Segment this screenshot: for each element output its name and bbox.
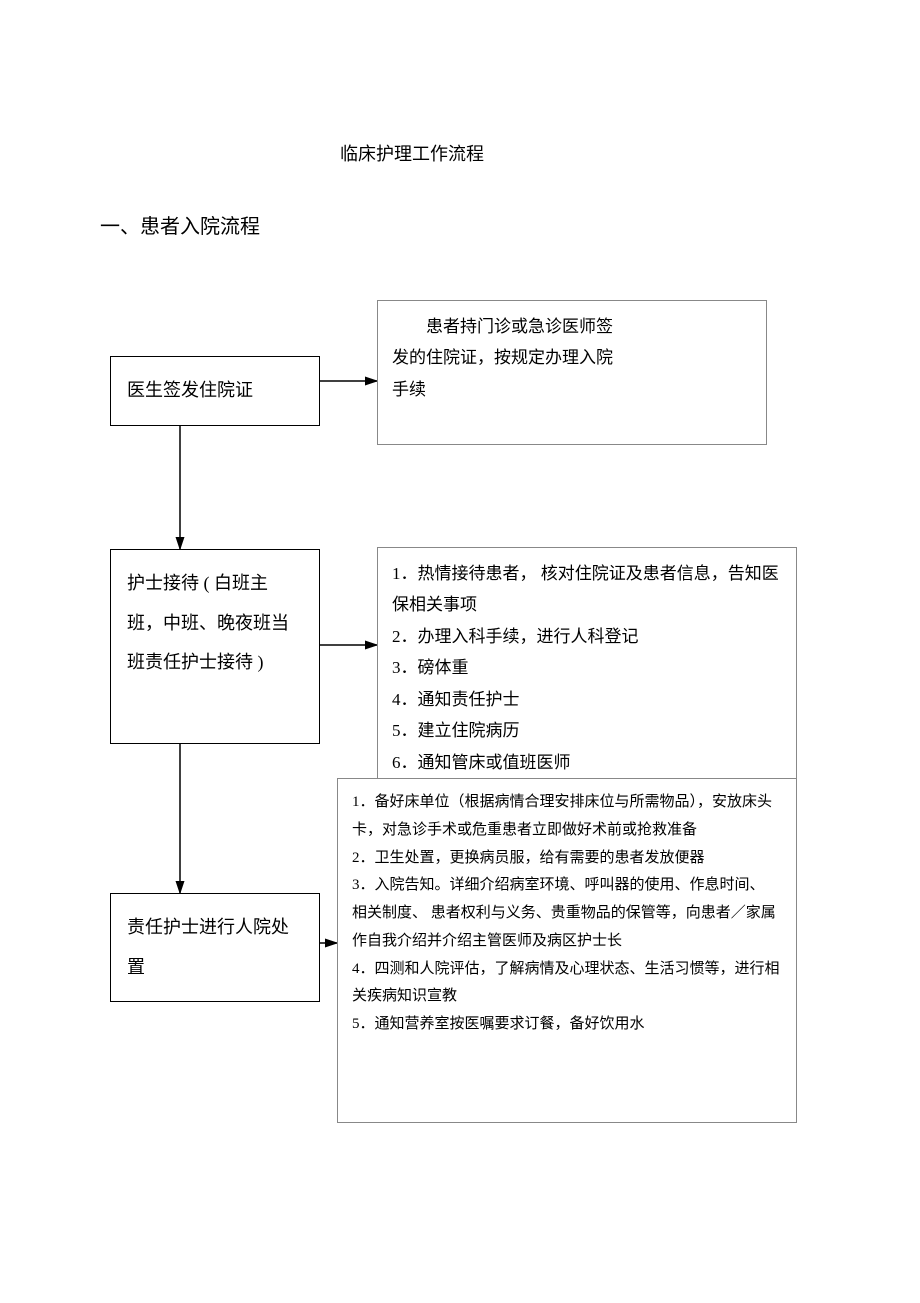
detail-line: 发的住院证，按规定办理入院 <box>392 342 752 373</box>
page-title: 临床护理工作流程 <box>340 140 484 166</box>
detail-line: 1．备好床单位（根据病情合理安排床位与所需物品），安放床头卡，对急诊手术或危重患… <box>352 789 782 845</box>
detail-line: 4．四测和人院评估，了解病情及心理状态、生活习惯等，进行相关疾病知识宣教 <box>352 956 782 1012</box>
detail-line: 2．办理入科手续，进行人科登记 <box>392 621 782 652</box>
detail-line: 患者持门诊或急诊医师签 <box>392 311 752 342</box>
detail-box-d2: 1．热情接待患者， 核对住院证及患者信息，告知医保相关事项2．办理入科手续，进行… <box>377 547 797 789</box>
flow-node-n1: 医生签发住院证 <box>110 356 320 426</box>
flow-node-n2: 护士接待 ( 白班主班，中班、晚夜班当班责任护士接待 ) <box>110 549 320 744</box>
detail-line: 3．入院告知。详细介绍病室环境、呼叫器的使用、作息时间、 相关制度、 患者权利与… <box>352 872 782 955</box>
detail-line: 4．通知责任护士 <box>392 684 782 715</box>
detail-line: 手续 <box>392 374 752 405</box>
detail-box-d1: 患者持门诊或急诊医师签发的住院证，按规定办理入院手续 <box>377 300 767 445</box>
section-title: 一、患者入院流程 <box>100 210 260 239</box>
detail-line: 5．通知营养室按医嘱要求订餐，备好饮用水 <box>352 1011 782 1039</box>
detail-line: 6．通知管床或值班医师 <box>392 747 782 778</box>
detail-line: 3．磅体重 <box>392 652 782 683</box>
detail-box-d3: 1．备好床单位（根据病情合理安排床位与所需物品），安放床头卡，对急诊手术或危重患… <box>337 778 797 1123</box>
detail-line: 2．卫生处置，更换病员服，给有需要的患者发放便器 <box>352 845 782 873</box>
detail-line: 5．建立住院病历 <box>392 715 782 746</box>
flow-node-n3: 责任护士进行人院处置 <box>110 893 320 1002</box>
detail-line: 1．热情接待患者， 核对住院证及患者信息，告知医保相关事项 <box>392 558 782 621</box>
